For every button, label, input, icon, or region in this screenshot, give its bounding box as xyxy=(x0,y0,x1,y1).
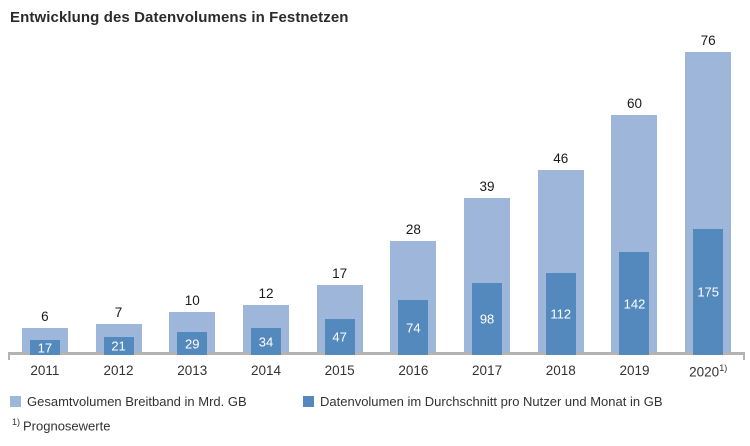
user-volume-value-label: 21 xyxy=(111,338,126,354)
x-axis-label-2013: 2013 xyxy=(177,363,208,378)
legend: Gesamtvolumen Breitband in Mrd. GB Daten… xyxy=(0,394,750,412)
user-volume-value-label: 142 xyxy=(623,296,646,311)
user-volume-bar: 112 xyxy=(545,273,576,355)
x-axis-label-2011: 2011 xyxy=(30,363,60,378)
user-volume-value-label: 47 xyxy=(332,329,347,345)
bar-group-2020: 76 175 xyxy=(671,30,745,355)
user-volume-value-label: 17 xyxy=(37,340,53,355)
bar-group-2013: 10 29 xyxy=(155,30,229,355)
total-volume-value-label: 10 xyxy=(184,293,200,308)
x-axis-label-2018: 2018 xyxy=(545,363,576,378)
x-axis-label-2020: 20201) xyxy=(689,363,728,380)
x-axis-label-2015: 2015 xyxy=(324,363,355,378)
legend-item-total: Gesamtvolumen Breitband in Mrd. GB xyxy=(10,394,247,409)
legend-label-user: Datenvolumen im Durchschnitt pro Nutzer … xyxy=(320,394,663,409)
footnote: 1) Prognosewerte xyxy=(12,417,110,433)
legend-label-total: Gesamtvolumen Breitband in Mrd. GB xyxy=(27,394,247,409)
total-volume-value-label: 17 xyxy=(332,266,348,281)
bar-group-2017: 39 98 xyxy=(450,30,524,355)
total-volume-value-label: 6 xyxy=(41,309,49,324)
user-volume-value-label: 29 xyxy=(185,336,200,351)
x-axis-label-footnote-marker: 1) xyxy=(719,363,728,373)
total-volume-value-label: 7 xyxy=(114,305,123,320)
legend-item-user: Datenvolumen im Durchschnitt pro Nutzer … xyxy=(303,394,663,409)
bar-group-2018: 46 112 xyxy=(524,30,598,355)
user-volume-bar: 47 xyxy=(324,319,355,355)
user-volume-value-label: 112 xyxy=(550,306,572,322)
total-volume-value-label: 60 xyxy=(626,96,642,111)
total-volume-value-label: 46 xyxy=(553,151,569,166)
user-volume-bar: 21 xyxy=(103,337,134,355)
user-volume-bar: 17 xyxy=(29,340,60,355)
user-volume-bar: 74 xyxy=(398,300,429,355)
x-axis-label-2012: 2012 xyxy=(103,363,134,378)
user-volume-bar: 29 xyxy=(177,332,208,355)
user-volume-value-label: 98 xyxy=(479,311,495,327)
legend-swatch-user-icon xyxy=(303,396,314,407)
chart-title: Entwicklung des Datenvolumens in Festnet… xyxy=(10,9,349,26)
user-volume-bar: 142 xyxy=(619,252,650,355)
total-volume-value-label: 28 xyxy=(405,222,421,237)
user-volume-value-label: 74 xyxy=(406,320,421,335)
bar-group-2015: 17 47 xyxy=(303,30,377,355)
bar-group-2016: 28 74 xyxy=(377,30,451,355)
user-volume-value-label: 34 xyxy=(258,334,274,349)
legend-swatch-total-icon xyxy=(10,396,21,407)
user-volume-value-label: 175 xyxy=(697,284,720,300)
total-volume-value-label: 76 xyxy=(700,33,716,48)
footnote-marker: 1) xyxy=(12,417,21,427)
bar-group-2012: 7 21 xyxy=(82,30,156,355)
bar-group-2014: 12 34 xyxy=(229,30,303,355)
x-axis-labels: 2011 2012 2013 2014 2015 2016 2017 2018 2019 2020… xyxy=(8,363,745,380)
x-axis-line xyxy=(8,352,745,360)
bar-group-2011: 6 17 xyxy=(8,30,82,355)
x-axis-label-2016: 2016 xyxy=(398,363,429,378)
total-volume-value-label: 39 xyxy=(479,179,495,194)
user-volume-bar: 34 xyxy=(250,328,281,355)
plot-area: 6 17 7 21 10 29 12 34 17 47 28 74 39 98 46 112 60 142 76 17… xyxy=(8,30,745,355)
user-volume-bar: 98 xyxy=(472,283,503,355)
x-axis-label-2014: 2014 xyxy=(250,363,281,378)
bar-group-2019: 60 142 xyxy=(598,30,672,355)
footnote-text: Prognosewerte xyxy=(23,418,111,434)
x-axis-label-2017: 2017 xyxy=(472,363,503,378)
user-volume-bar: 175 xyxy=(693,229,724,355)
total-volume-value-label: 12 xyxy=(258,286,274,301)
x-axis-label-2019: 2019 xyxy=(619,363,650,378)
